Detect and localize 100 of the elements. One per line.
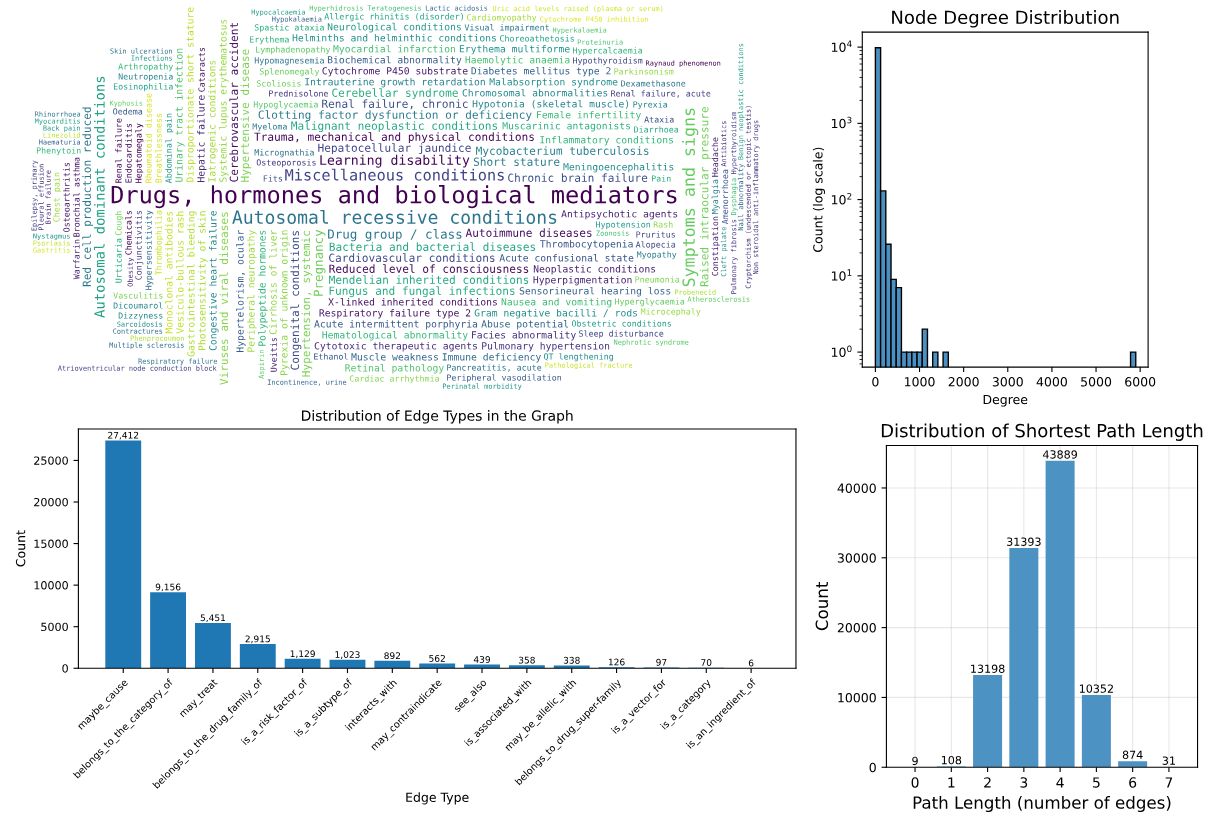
text: Raised intraocular pressure	[699, 107, 711, 287]
text: Intrauterine growth retardation	[305, 77, 485, 88]
text: Cough	[115, 211, 124, 236]
data-label: 43889	[1042, 450, 1078, 459]
text: Warfarin	[73, 239, 80, 280]
text: Cerebellar syndrome	[332, 88, 458, 100]
y-tick-label: 10$^{1}$	[831, 269, 852, 281]
text: Congenital conditions	[290, 231, 302, 370]
data-label: 9	[912, 756, 918, 766]
y-tick-label: 10000	[838, 692, 876, 703]
text: Cardiomyopathy	[467, 14, 537, 23]
text: Hyperglycaemia	[615, 298, 685, 307]
bar	[374, 660, 411, 669]
x-axis-title: Path Length (number of edges)	[913, 795, 1171, 813]
text: Ethanol	[314, 353, 348, 360]
text: Hyperpigmentation	[533, 275, 632, 286]
text: QT lengthening	[543, 353, 613, 362]
text: Lymphadenopathy	[256, 46, 331, 55]
bar	[239, 644, 276, 669]
data-label: 10352	[1079, 684, 1113, 693]
text: Chemicals	[125, 210, 132, 255]
text: Amenorrhoea	[721, 169, 729, 225]
text: Hypertelorism, ocular	[236, 230, 246, 353]
bar	[1045, 460, 1075, 768]
bar	[1081, 694, 1111, 768]
text: Monoclonal antibodies	[165, 211, 173, 334]
y-axis-title: Count (log scale)	[812, 147, 826, 252]
text: Osteoarthritis	[63, 162, 70, 232]
text: Renal failure	[115, 118, 122, 183]
text: Myocardial infarction	[333, 44, 456, 55]
text: Cirrhosis of liver	[269, 229, 277, 335]
text: Diarrhoea	[634, 126, 679, 133]
text: Vasculitis	[113, 292, 163, 299]
text: Alopecia	[635, 241, 676, 250]
text: Bacteria and bacterial diseases	[329, 242, 536, 251]
text: Hypotension	[596, 221, 651, 230]
y-tick-label: 10$^{3}$	[831, 116, 852, 129]
text: Rash	[653, 221, 673, 228]
text: Red cell production reduced	[82, 107, 94, 287]
y-tick-label: 5000	[41, 622, 68, 632]
y-tick-label: 25000	[34, 456, 68, 465]
bar	[973, 675, 1003, 768]
x-tick-label: 5000	[1081, 377, 1112, 387]
text: Fungus and fungal infections	[329, 286, 515, 298]
text: Hypomagnesemia	[254, 57, 324, 66]
text: Cardiac arrhythmia	[349, 375, 439, 384]
x-axis-title: Degree	[983, 394, 1028, 407]
x-tick-label: 0	[911, 777, 919, 788]
text: Thrombocytopenia	[540, 240, 633, 250]
text: Acute confusional state	[499, 253, 634, 262]
data-label: 562	[429, 655, 445, 662]
text: Cytochrome P450 substrate	[322, 66, 468, 77]
text: Vesiculo-bullous rash	[176, 211, 184, 334]
text: Autosomal recessive conditions	[232, 209, 557, 224]
text: Bronchial asthma	[73, 157, 80, 237]
data-label: 439	[473, 656, 490, 663]
text: Systemic lupus erythematosus	[219, 19, 229, 182]
text: Helminths and helminthic conditions	[292, 33, 496, 42]
text: Spastic ataxia	[254, 24, 324, 33]
text: Pyrexia of unknown origin	[280, 230, 290, 375]
text: Micrognathia	[254, 149, 314, 158]
text: Retinal pathology	[345, 363, 444, 374]
text: Polypeptide hormones	[258, 230, 268, 346]
x-tick-label: 3	[1020, 777, 1028, 788]
text: Parkinsonism	[614, 68, 674, 75]
text: Muscarinic antagonists	[502, 121, 631, 132]
text: Hypertension, systemic	[301, 231, 313, 377]
x-tick-label: 3000	[992, 377, 1023, 387]
text: Renal failure, acute	[611, 90, 711, 98]
y-tick-label: 40000	[837, 483, 876, 493]
text: Antipsychotic agents	[561, 209, 678, 220]
bar	[553, 665, 590, 669]
text: Hypotonia (skeletal muscle)	[472, 99, 629, 110]
x-tick-label: 4	[1056, 777, 1064, 788]
text: Myopathy	[636, 251, 677, 260]
data-label: 31393	[1007, 537, 1041, 546]
text: Thrombophilia	[155, 210, 164, 276]
text: X-linked inherited conditions	[328, 297, 497, 306]
bar	[195, 622, 231, 669]
text: Visual impairment	[464, 24, 549, 33]
text: Biochemical abnormality	[327, 55, 462, 66]
text: Immune deficiency	[442, 353, 541, 363]
text: Abuse potential	[481, 319, 569, 330]
text: Acute intermittent porphyria	[314, 320, 478, 330]
text: Hepatocellular jaundice	[318, 143, 471, 155]
text: Symptoms and signs	[682, 108, 699, 287]
text: Prednisolone	[269, 90, 328, 97]
text: Phenytoin	[36, 147, 81, 156]
text: Erythema	[250, 36, 289, 45]
text: Splenomegaly	[259, 68, 320, 77]
y-tick-label: 15000	[34, 539, 68, 548]
y-tick-label: 10$^{2}$	[831, 192, 852, 205]
x-tick-label: 1000	[904, 377, 935, 387]
text: Meningoencephalitis	[563, 162, 674, 173]
data-label: 874	[1122, 750, 1143, 759]
text: Sleep disturbance	[579, 330, 664, 339]
text: Malabsorption syndrome	[489, 77, 618, 88]
text: Inflammatory conditions	[540, 135, 673, 146]
text: Iatrogenic conditions	[208, 60, 218, 182]
x-tick-label: 5	[1093, 777, 1100, 788]
